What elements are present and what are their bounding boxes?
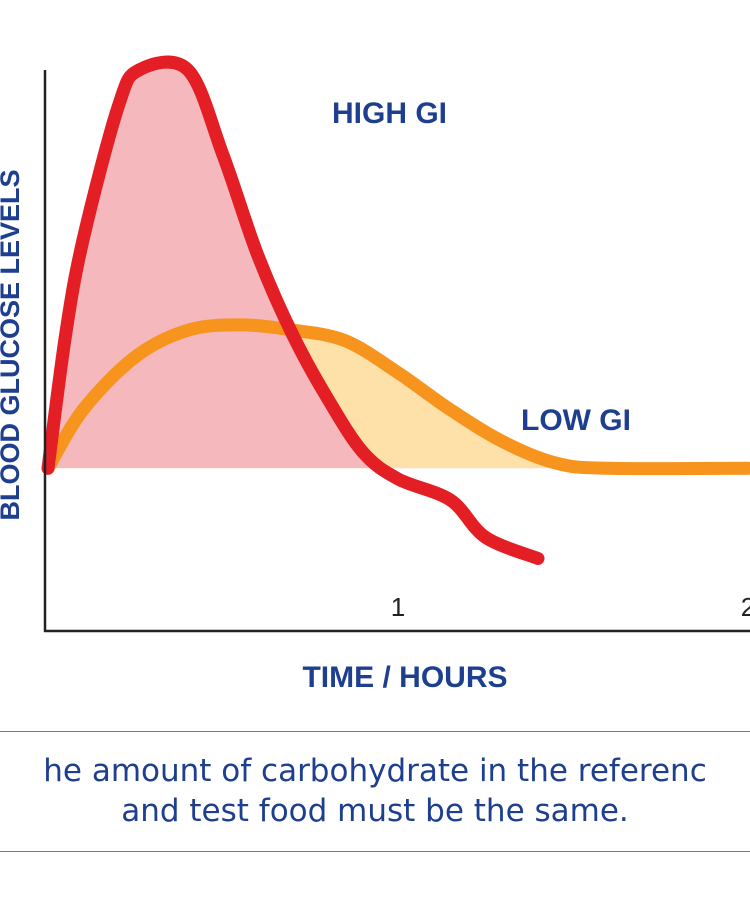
caption-top-divider [0,731,750,732]
caption-bottom-divider [0,851,750,852]
series-line-low-gi [41,318,750,476]
series-label-low-gi: LOW GI [521,404,631,437]
caption-line-2: and test food must be the same. [121,793,629,829]
x-tick-label-2: 2 [741,592,750,622]
area-fill-high-gi [48,62,381,469]
y-axis-label: BLOOD GLUCOSE LEVELS [0,169,25,520]
x-tick-label-1: 1 [391,592,405,622]
series-labels: HIGH GI LOW GI [332,97,631,437]
series-line-high-gi [41,55,545,565]
x-axis-label: TIME / HOURS [302,661,507,694]
caption-line-1: he amount of carbohydrate in the referen… [43,753,707,789]
axes [43,70,750,633]
series-label-high-gi: HIGH GI [332,97,447,130]
series-lines [41,55,750,565]
